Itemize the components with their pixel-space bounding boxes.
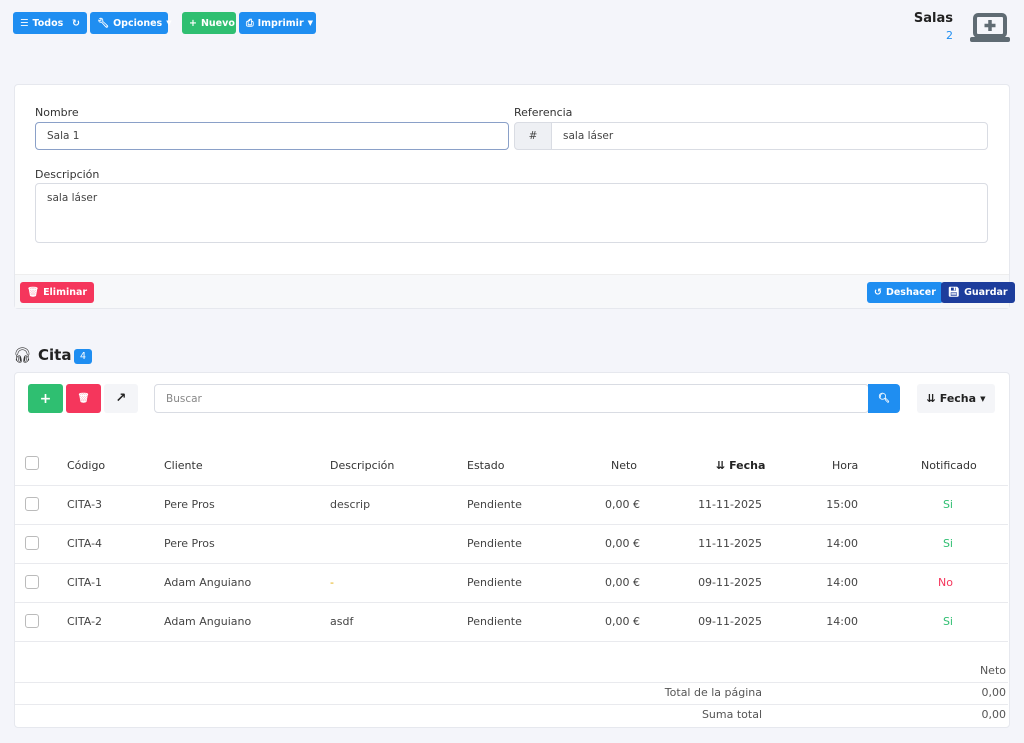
total-pagina-label: Total de la página	[664, 686, 762, 699]
add-button[interactable]: +	[28, 384, 63, 413]
todos-button[interactable]: ☰ Todos ↻	[13, 12, 87, 34]
save-icon: 💾︎	[948, 287, 961, 298]
hash-prefix: #	[514, 122, 552, 150]
select-all-checkbox[interactable]	[25, 456, 39, 470]
col-cliente[interactable]: Cliente	[164, 459, 203, 472]
refresh-icon: ↻	[72, 17, 80, 29]
cell-neto: 0,00 €	[605, 498, 640, 511]
cell-estado: Pendiente	[467, 615, 522, 628]
caret-down-icon: ▼	[307, 19, 314, 27]
suma-total-label: Suma total	[701, 708, 762, 721]
nombre-label: Nombre	[35, 106, 79, 119]
cell-codigo: CITA-4	[67, 537, 103, 550]
descripcion-label: Descripción	[35, 168, 100, 181]
cell-neto: 0,00 €	[605, 537, 640, 550]
caret-down-icon: ▼	[980, 394, 986, 403]
sort-desc-icon: ⇊	[926, 392, 936, 405]
row-checkbox[interactable]	[25, 497, 39, 511]
wrench-icon: 🔧︎	[97, 17, 110, 29]
cell-cliente: Pere Pros	[164, 537, 215, 550]
totals-neto-header: Neto	[979, 664, 1006, 677]
guardar-button[interactable]: 💾︎ Guardar	[941, 282, 1015, 303]
suma-total-value: 0,00	[981, 708, 1007, 721]
cell-estado: Pendiente	[467, 537, 522, 550]
cell-estado: Pendiente	[467, 498, 522, 511]
trash-icon: 🗑︎	[27, 287, 40, 298]
headset-icon: 🎧︎	[13, 346, 33, 364]
record-count: 2	[946, 29, 953, 42]
export-button[interactable]: ↗	[104, 384, 138, 413]
col-codigo[interactable]: Código	[67, 459, 106, 472]
search-input[interactable]: Buscar	[154, 384, 869, 413]
cell-notificado: Si	[942, 615, 953, 628]
cell-codigo: CITA-3	[67, 498, 103, 511]
delete-button[interactable]: 🗑︎	[66, 384, 101, 413]
cell-notificado: Si	[942, 498, 953, 511]
col-notificado[interactable]: Notificado	[921, 459, 977, 472]
descripcion-textarea[interactable]: sala láser	[35, 183, 988, 243]
cell-cliente: Pere Pros	[164, 498, 215, 511]
col-fecha[interactable]: ⇊ Fecha	[716, 459, 766, 472]
cell-fecha: 11-11-2025	[698, 498, 762, 511]
deshacer-button[interactable]: ↺ Deshacer	[867, 282, 943, 303]
trash-icon: 🗑︎	[77, 393, 90, 404]
cell-codigo: CITA-1	[67, 576, 103, 589]
cell-hora: 14:00	[826, 615, 858, 628]
nombre-input[interactable]: Sala 1	[35, 122, 509, 150]
cell-descripcion: descrip	[330, 498, 371, 511]
section-title: Cita	[38, 346, 72, 364]
cell-notificado: No	[938, 576, 953, 589]
page-title: Salas	[913, 11, 953, 26]
laptop-plus-icon	[970, 13, 1010, 42]
undo-icon: ↺	[874, 287, 882, 298]
cita-list	[14, 372, 1010, 728]
col-neto[interactable]: Neto	[611, 459, 638, 472]
row-checkbox[interactable]	[25, 536, 39, 550]
cell-estado: Pendiente	[467, 576, 522, 589]
external-link-icon: ↗	[115, 391, 127, 406]
cell-notificado: Si	[942, 537, 953, 550]
referencia-label: Referencia	[514, 106, 573, 119]
cell-neto: 0,00 €	[605, 615, 640, 628]
cell-codigo: CITA-2	[67, 615, 103, 628]
search-icon: 🔍︎	[877, 393, 891, 404]
total-pagina-value: 0,00	[981, 686, 1007, 699]
col-hora[interactable]: Hora	[832, 459, 859, 472]
cell-fecha: 09-11-2025	[698, 576, 762, 589]
cell-fecha: 11-11-2025	[698, 537, 762, 550]
sort-desc-icon: ⇊	[716, 459, 726, 472]
cell-cliente: Adam Anguiano	[164, 615, 252, 628]
opciones-button[interactable]: 🔧︎ Opciones ▼	[90, 12, 172, 34]
cell-descripcion: -	[330, 576, 334, 589]
sort-dropdown[interactable]: ⇊ Fecha ▼	[917, 384, 995, 413]
row-checkbox[interactable]	[25, 614, 39, 628]
col-estado[interactable]: Estado	[467, 459, 505, 472]
cell-neto: 0,00 €	[605, 576, 640, 589]
col-descripcion[interactable]: Descripción	[330, 459, 395, 472]
section-count-badge: 4	[74, 349, 93, 364]
list-icon: ☰	[20, 17, 29, 29]
cell-fecha: 09-11-2025	[698, 615, 762, 628]
cell-hora: 14:00	[826, 576, 858, 589]
imprimir-button[interactable]: ⎙ Imprimir ▼	[239, 12, 316, 34]
cell-descripcion: asdf	[330, 615, 354, 628]
plus-icon: +	[39, 390, 52, 407]
cell-hora: 15:00	[826, 498, 858, 511]
printer-icon: ⎙	[246, 17, 254, 29]
cell-hora: 14:00	[826, 537, 858, 550]
eliminar-button[interactable]: 🗑︎ Eliminar	[20, 282, 95, 303]
search-button[interactable]: 🔍︎	[868, 384, 900, 413]
caret-down-icon: ▼	[166, 19, 172, 27]
referencia-input[interactable]: sala láser	[551, 122, 988, 150]
nuevo-button[interactable]: + Nuevo	[182, 12, 236, 34]
cell-cliente: Adam Anguiano	[164, 576, 252, 589]
plus-icon: +	[189, 17, 197, 29]
row-checkbox[interactable]	[25, 575, 39, 589]
